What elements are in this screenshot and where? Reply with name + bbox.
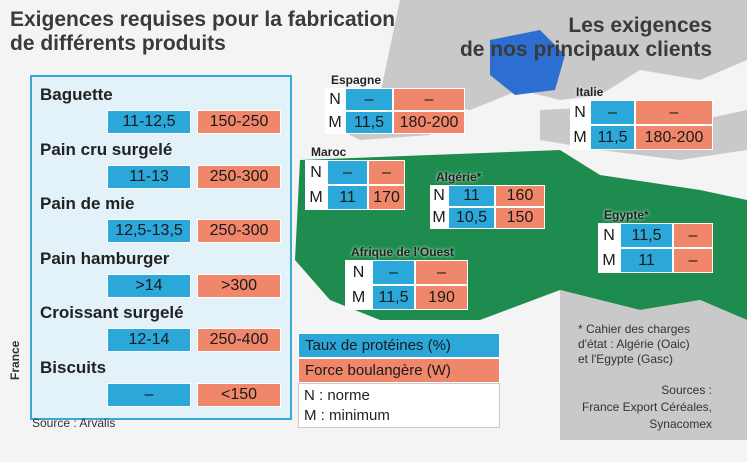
strength-value: <150 (197, 382, 281, 407)
client-strength: – (393, 88, 465, 111)
protein-value: 11-12,5 (107, 110, 191, 134)
client-protein: – (372, 260, 415, 285)
country-label: France (8, 340, 22, 380)
protein-value: 12-14 (107, 328, 191, 352)
left-title: de différents produits (10, 32, 226, 55)
client-country: Egypte* (604, 208, 649, 222)
client-protein: 11 (620, 248, 673, 273)
row-code: M (345, 285, 372, 310)
protein-value: 11-13 (107, 164, 191, 189)
row-code: N (430, 185, 448, 207)
strength-value: 250-400 (197, 328, 281, 352)
client-strength: 180-200 (393, 111, 465, 134)
product-name: Pain de mie (40, 194, 135, 213)
row-code: M (325, 111, 345, 134)
client-strength: 170 (368, 185, 405, 210)
strength-value: >300 (197, 273, 281, 298)
client-strength: 150 (495, 207, 545, 229)
source: Source : Arvalis (32, 416, 116, 430)
row-code: N (305, 160, 327, 185)
client-protein: 11,5 (372, 285, 415, 310)
client-protein: – (327, 160, 368, 185)
legend-strength: Force boulangère (W) (298, 358, 500, 383)
row-code: M (598, 248, 620, 273)
client-protein: 11 (448, 185, 495, 207)
legend-n: N : norme (304, 387, 370, 404)
sources: Synacomex (649, 417, 712, 431)
protein-value: 12,5-13,5 (107, 219, 191, 243)
row-code: N (598, 223, 620, 248)
client-strength: – (673, 223, 713, 248)
client-country: Italie (576, 85, 604, 99)
product-name: Pain cru surgelé (40, 139, 173, 159)
product-name: Croissant surgelé (40, 303, 184, 322)
client-protein: 11,5 (345, 111, 393, 134)
client-protein: 11 (327, 185, 368, 210)
client-country: Afrique de l'Ouest (351, 245, 454, 259)
client-protein: – (345, 88, 393, 111)
client-country: Algérie* (436, 170, 482, 184)
client-strength: 190 (415, 285, 468, 310)
right-title: de nos principaux clients (459, 38, 712, 61)
strength-value: 150-250 (197, 110, 281, 134)
client-strength: – (673, 248, 713, 273)
protein-value: >14 (107, 273, 191, 298)
client-country: Maroc (311, 145, 347, 159)
left-title: Exigences requises pour la fabrication (10, 8, 396, 31)
row-code: M (305, 185, 327, 210)
strength-value: 250-300 (197, 219, 281, 243)
client-strength: – (368, 160, 405, 185)
sources: France Export Céréales, (581, 400, 712, 414)
legend-m: M : minimum (304, 407, 390, 424)
product-name: Baguette (40, 85, 113, 104)
row-code: M (570, 125, 590, 150)
protein-value: – (107, 382, 191, 407)
client-protein: 11,5 (620, 223, 673, 248)
client-strength: 160 (495, 185, 545, 207)
strength-value: 250-300 (197, 164, 281, 189)
sources: Sources : (661, 383, 712, 397)
row-code: N (570, 100, 590, 125)
client-country: Espagne (331, 73, 382, 87)
client-strength: 180-200 (635, 125, 713, 150)
africa-south (560, 290, 747, 440)
footnote: et l'Egypte (Gasc) (578, 352, 673, 366)
row-code: M (430, 207, 448, 229)
row-code: N (345, 260, 372, 285)
client-protein: 10,5 (448, 207, 495, 229)
client-strength: – (415, 260, 468, 285)
right-title: Les exigences (568, 14, 712, 37)
legend-protein: Taux de protéines (%) (298, 333, 500, 358)
product-name: Biscuits (40, 357, 107, 377)
client-strength: – (635, 100, 713, 125)
client-protein: 11,5 (590, 125, 635, 150)
france (490, 30, 565, 95)
client-protein: – (590, 100, 635, 125)
product-name: Pain hamburger (40, 248, 170, 268)
legend-notes-box (298, 383, 500, 428)
footnote: * Cahier des charges (578, 322, 691, 336)
row-code: N (325, 88, 345, 111)
footnote: d'état : Algérie (Oaic) (578, 337, 690, 351)
